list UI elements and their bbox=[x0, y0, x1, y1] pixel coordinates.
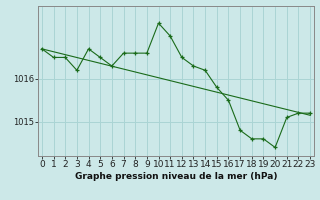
X-axis label: Graphe pression niveau de la mer (hPa): Graphe pression niveau de la mer (hPa) bbox=[75, 172, 277, 181]
